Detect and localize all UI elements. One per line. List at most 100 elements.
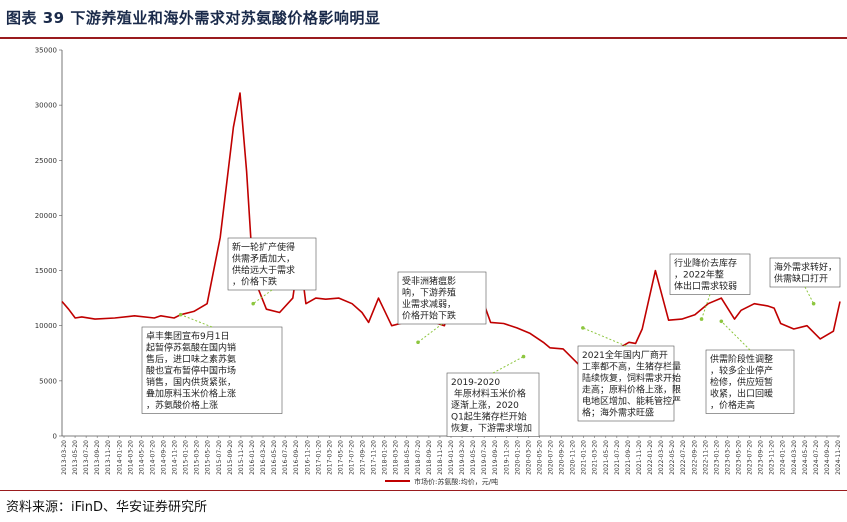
y-tick-label: 25000	[35, 157, 57, 165]
annotation-box	[141, 326, 283, 414]
annotation-6: 行业降价去库存，2022年整体出口需求较弱	[669, 253, 751, 321]
annotation-arrow	[720, 320, 751, 351]
annotation-arrow	[582, 327, 627, 347]
annotations: 卓丰集团宣布9月1日起暂停苏氨酸在国内销售后，进口味之素苏氨酸也宣布暂停中国市场…	[141, 237, 841, 437]
annotation-line: 价格开始下跌	[402, 310, 456, 322]
annotation-text: 卓丰集团宣布9月1日起暂停苏氨酸在国内销售后，进口味之素苏氨酸也宣布暂停中国市场…	[146, 330, 236, 411]
x-tick-label: 2018-01-20	[382, 440, 389, 475]
annotation-arrowhead	[699, 317, 704, 321]
x-tick-label: 2024-01-20	[780, 440, 787, 475]
annotation-text: 供需阶段性调整，较多企业停产检修，供应短暂收紧，出口回暖，价格走高	[710, 353, 773, 411]
x-tick-label: 2021-01-20	[581, 440, 588, 475]
x-tick-label: 2015-03-20	[194, 440, 201, 475]
x-tick-label: 2015-05-20	[205, 440, 212, 475]
annotation-box	[705, 349, 795, 414]
annotation-box	[397, 271, 487, 325]
x-tick-label: 2019-11-20	[503, 440, 510, 475]
annotation-line: ，2022年整	[674, 269, 724, 281]
x-tick-label: 2017-09-20	[360, 440, 367, 475]
x-tick-label: 2016-09-20	[293, 440, 300, 475]
x-tick-label: 2024-05-20	[802, 440, 809, 475]
x-tick-label: 2017-05-20	[337, 440, 344, 475]
x-tick-label: 2023-11-20	[769, 440, 776, 475]
x-tick-label: 2023-05-20	[735, 440, 742, 475]
x-axis-ticks: 2013-03-20 2013-05-20 2013-07-20 2013-09-20…	[61, 436, 842, 475]
x-tick-label: 2022-01-20	[647, 440, 654, 475]
annotation-line: 受非洲猪瘟影	[402, 275, 456, 287]
x-tick-label: 2018-07-20	[415, 440, 422, 475]
annotation-line: 收紧，出口回暖	[710, 388, 773, 400]
annotation-line: ，较多企业停产	[710, 365, 773, 377]
annotation-2: 新一轮扩产使得供需矛盾加大，供给远大于需求，价格下跌	[227, 237, 317, 306]
annotation-text: 海外需求转好，供需缺口打开	[774, 261, 837, 285]
x-tick-label: 2022-09-20	[691, 440, 698, 475]
annotation-box	[769, 257, 841, 288]
x-tick-label: 2019-07-20	[481, 440, 488, 475]
annotation-line: 电地区增加、能耗管控严	[582, 395, 681, 407]
annotation-1: 卓丰集团宣布9月1日起暂停苏氨酸在国内销售后，进口味之素苏氨酸也宣布暂停中国市场…	[141, 312, 283, 414]
x-tick-label: 2024-07-20	[813, 440, 820, 475]
x-tick-label: 2024-11-20	[835, 440, 842, 475]
annotation-line: ，价格下跌	[232, 276, 277, 288]
x-tick-label: 2019-03-20	[459, 440, 466, 475]
x-tick-label: 2013-09-20	[94, 440, 101, 475]
annotation-text: 2021全年国内厂商开工率都不高，生猪存栏量陆续恢复，饲料需求开始走高；原料价格…	[582, 349, 681, 419]
annotation-5: 2021全年国内厂商开工率都不高，生猪存栏量陆续恢复，饲料需求开始走高；原料价格…	[577, 326, 681, 422]
annotation-line: 陆续恢复，饲料需求开始	[582, 372, 681, 384]
annotation-line: 2019-2020	[451, 378, 500, 388]
x-tick-label: 2019-05-20	[470, 440, 477, 475]
x-tick-label: 2019-09-20	[492, 440, 499, 475]
x-tick-label: 2020-03-20	[525, 440, 532, 475]
x-tick-label: 2015-07-20	[216, 440, 223, 475]
annotation-line: 销售，国内供货紧张，	[146, 376, 236, 388]
x-tick-label: 2018-09-20	[426, 440, 433, 475]
x-tick-label: 2014-01-20	[116, 440, 123, 475]
y-tick-label: 15000	[35, 267, 57, 275]
annotation-8: 海外需求转好，供需缺口打开	[769, 257, 841, 306]
annotation-text: 新一轮扩产使得供需矛盾加大，供给远大于需求，价格下跌	[232, 241, 295, 288]
x-tick-label: 2022-07-20	[680, 440, 687, 475]
annotation-line: 体出口需求较弱	[674, 280, 737, 292]
annotation-arrow	[804, 286, 815, 304]
annotation-arrowhead	[251, 301, 256, 306]
annotation-line: 逐渐上涨，2020	[451, 399, 519, 411]
annotation-line: 年原材料玉米价格	[451, 388, 526, 400]
annotation-line: 供需矛盾加大，	[232, 253, 295, 265]
annotation-line: Q1起生猪存栏开始	[451, 411, 527, 423]
x-tick-label: 2024-03-20	[791, 440, 798, 475]
annotation-line: 响，下游养殖	[402, 287, 456, 299]
x-tick-label: 2022-05-20	[669, 440, 676, 475]
x-tick-label: 2020-05-20	[536, 440, 543, 475]
annotation-arrowhead	[416, 340, 420, 345]
y-axis-ticks: 0 5000 10000 15000 20000 25000 30000 35000	[35, 47, 62, 441]
x-tick-label: 2017-11-20	[371, 440, 378, 475]
annotation-arrowhead	[719, 319, 724, 324]
x-tick-label: 2016-05-20	[271, 440, 278, 475]
annotation-line: 格；海外需求旺盛	[582, 407, 654, 419]
x-tick-label: 2016-01-20	[249, 440, 256, 475]
line-chart: 0 5000 10000 15000 20000 25000 30000 35000 2013…	[35, 47, 842, 487]
x-tick-label: 2013-07-20	[83, 440, 90, 475]
annotation-4: 2019-2020 年原材料玉米价格逐渐上涨，2020 Q1起生猪存栏开始恢复，下…	[446, 354, 540, 437]
x-tick-label: 2020-07-20	[548, 440, 555, 475]
y-tick-label: 10000	[35, 322, 57, 330]
x-tick-label: 2015-01-20	[183, 440, 190, 475]
annotation-line: 售后，进口味之素苏氨	[146, 353, 236, 365]
x-tick-label: 2015-11-20	[238, 440, 245, 475]
annotation-box	[227, 237, 317, 291]
x-tick-label: 2022-11-20	[702, 440, 709, 475]
x-tick-label: 2014-07-20	[149, 440, 156, 475]
annotation-arrowhead	[581, 326, 585, 330]
annotation-line: 叠加原料玉米价格上涨	[146, 388, 236, 400]
x-tick-label: 2016-07-20	[282, 440, 289, 475]
annotation-7: 供需阶段性调整，较多企业停产检修，供应短暂收紧，出口回暖，价格走高	[705, 319, 795, 414]
annotation-line: 走高；原料价格上涨，限	[582, 384, 681, 396]
annotation-line: 业需求减弱，	[402, 298, 456, 310]
annotation-arrowhead	[178, 312, 183, 317]
annotation-line: 2021全年国内厂商开	[582, 349, 668, 361]
x-tick-label: 2021-05-20	[603, 440, 610, 475]
annotation-arrow	[701, 294, 711, 320]
annotation-line: 行业降价去库存	[674, 257, 737, 269]
x-tick-label: 2014-05-20	[138, 440, 145, 475]
x-tick-label: 2016-03-20	[260, 440, 267, 475]
